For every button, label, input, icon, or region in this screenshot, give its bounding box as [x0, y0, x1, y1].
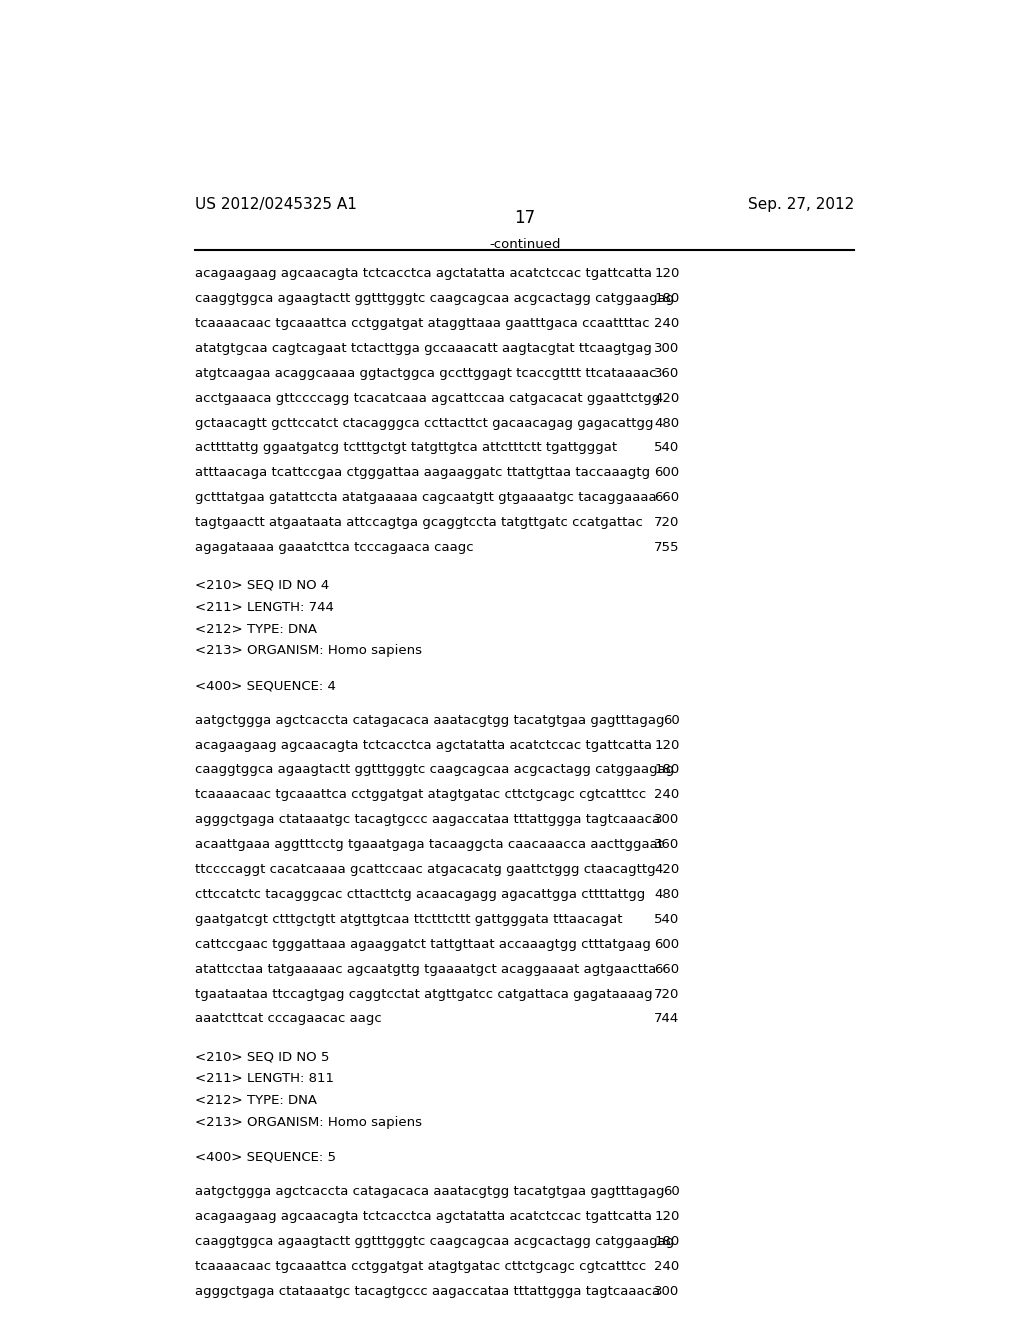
- Text: 660: 660: [654, 962, 680, 975]
- Text: -continued: -continued: [489, 238, 560, 251]
- Text: 240: 240: [654, 1259, 680, 1272]
- Text: caaggtggca agaagtactt ggtttgggtc caagcagcaa acgcactagg catggaagag: caaggtggca agaagtactt ggtttgggtc caagcag…: [196, 763, 675, 776]
- Text: cattccgaac tgggattaaa agaaggatct tattgttaat accaaagtgg ctttatgaag: cattccgaac tgggattaaa agaaggatct tattgtt…: [196, 937, 651, 950]
- Text: 300: 300: [654, 1284, 680, 1298]
- Text: caaggtggca agaagtactt ggtttgggtc caagcagcaa acgcactagg catggaagag: caaggtggca agaagtactt ggtttgggtc caagcag…: [196, 292, 675, 305]
- Text: <210> SEQ ID NO 4: <210> SEQ ID NO 4: [196, 578, 330, 591]
- Text: tagtgaactt atgaataata attccagtga gcaggtccta tatgttgatc ccatgattac: tagtgaactt atgaataata attccagtga gcaggtc…: [196, 516, 643, 529]
- Text: atattcctaa tatgaaaaac agcaatgttg tgaaaatgct acaggaaaat agtgaactta: atattcctaa tatgaaaaac agcaatgttg tgaaaat…: [196, 962, 656, 975]
- Text: tcaaaacaac tgcaaattca cctggatgat atagtgatac cttctgcagc cgtcatttcc: tcaaaacaac tgcaaattca cctggatgat atagtga…: [196, 788, 647, 801]
- Text: tcaaaacaac tgcaaattca cctggatgat atagtgatac cttctgcagc cgtcatttcc: tcaaaacaac tgcaaattca cctggatgat atagtga…: [196, 1259, 647, 1272]
- Text: aatgctggga agctcaccta catagacaca aaatacgtgg tacatgtgaa gagtttagag: aatgctggga agctcaccta catagacaca aaatacg…: [196, 1185, 665, 1199]
- Text: 60: 60: [663, 714, 680, 726]
- Text: 744: 744: [654, 1012, 680, 1026]
- Text: 420: 420: [654, 392, 680, 405]
- Text: aatgctggga agctcaccta catagacaca aaatacgtgg tacatgtgaa gagtttagag: aatgctggga agctcaccta catagacaca aaatacg…: [196, 714, 665, 726]
- Text: 480: 480: [654, 417, 680, 429]
- Text: <400> SEQUENCE: 4: <400> SEQUENCE: 4: [196, 678, 336, 692]
- Text: agggctgaga ctataaatgc tacagtgccc aagaccataa tttattggga tagtcaaaca: agggctgaga ctataaatgc tacagtgccc aagacca…: [196, 1284, 660, 1298]
- Text: acaattgaaa aggtttcctg tgaaatgaga tacaaggcta caacaaacca aacttggaat: acaattgaaa aggtttcctg tgaaatgaga tacaagg…: [196, 838, 664, 851]
- Text: acctgaaaca gttccccagg tcacatcaaa agcattccaa catgacacat ggaattctgg: acctgaaaca gttccccagg tcacatcaaa agcattc…: [196, 392, 660, 405]
- Text: 540: 540: [654, 441, 680, 454]
- Text: aaatcttcat cccagaacac aagc: aaatcttcat cccagaacac aagc: [196, 1012, 382, 1026]
- Text: agggctgaga ctataaatgc tacagtgccc aagaccataa tttattggga tagtcaaaca: agggctgaga ctataaatgc tacagtgccc aagacca…: [196, 813, 660, 826]
- Text: 17: 17: [514, 210, 536, 227]
- Text: cttccatctc tacagggcac cttacttctg acaacagagg agacattgga cttttattgg: cttccatctc tacagggcac cttacttctg acaacag…: [196, 888, 646, 902]
- Text: agagataaaa gaaatcttca tcccagaaca caagc: agagataaaa gaaatcttca tcccagaaca caagc: [196, 541, 474, 554]
- Text: tcaaaacaac tgcaaattca cctggatgat ataggttaaa gaatttgaca ccaattttac: tcaaaacaac tgcaaattca cctggatgat ataggtt…: [196, 317, 650, 330]
- Text: 240: 240: [654, 788, 680, 801]
- Text: <210> SEQ ID NO 5: <210> SEQ ID NO 5: [196, 1051, 330, 1063]
- Text: <212> TYPE: DNA: <212> TYPE: DNA: [196, 623, 317, 635]
- Text: <213> ORGANISM: Homo sapiens: <213> ORGANISM: Homo sapiens: [196, 644, 423, 657]
- Text: atatgtgcaa cagtcagaat tctacttgga gccaaacatt aagtacgtat ttcaagtgag: atatgtgcaa cagtcagaat tctacttgga gccaaac…: [196, 342, 652, 355]
- Text: acagaagaag agcaacagta tctcacctca agctatatta acatctccac tgattcatta: acagaagaag agcaacagta tctcacctca agctata…: [196, 267, 652, 280]
- Text: <212> TYPE: DNA: <212> TYPE: DNA: [196, 1094, 317, 1107]
- Text: 60: 60: [663, 1185, 680, 1199]
- Text: <400> SEQUENCE: 5: <400> SEQUENCE: 5: [196, 1151, 337, 1163]
- Text: 120: 120: [654, 739, 680, 751]
- Text: US 2012/0245325 A1: US 2012/0245325 A1: [196, 197, 357, 213]
- Text: 180: 180: [654, 292, 680, 305]
- Text: atttaacaga tcattccgaa ctgggattaa aagaaggatc ttattgttaa taccaaagtg: atttaacaga tcattccgaa ctgggattaa aagaagg…: [196, 466, 650, 479]
- Text: 720: 720: [654, 987, 680, 1001]
- Text: caaggtggca agaagtactt ggtttgggtc caagcagcaa acgcactagg catggaagag: caaggtggca agaagtactt ggtttgggtc caagcag…: [196, 1236, 675, 1247]
- Text: tgaataataa ttccagtgag caggtcctat atgttgatcc catgattaca gagataaaag: tgaataataa ttccagtgag caggtcctat atgttga…: [196, 987, 653, 1001]
- Text: 660: 660: [654, 491, 680, 504]
- Text: 480: 480: [654, 888, 680, 902]
- Text: ttccccaggt cacatcaaaa gcattccaac atgacacatg gaattctggg ctaacagttg: ttccccaggt cacatcaaaa gcattccaac atgacac…: [196, 863, 656, 876]
- Text: 600: 600: [654, 937, 680, 950]
- Text: gaatgatcgt ctttgctgtt atgttgtcaa ttctttcttt gattgggata tttaacagat: gaatgatcgt ctttgctgtt atgttgtcaa ttctttc…: [196, 913, 623, 925]
- Text: acttttattg ggaatgatcg tctttgctgt tatgttgtca attctttctt tgattgggat: acttttattg ggaatgatcg tctttgctgt tatgttg…: [196, 441, 617, 454]
- Text: <211> LENGTH: 811: <211> LENGTH: 811: [196, 1072, 335, 1085]
- Text: <213> ORGANISM: Homo sapiens: <213> ORGANISM: Homo sapiens: [196, 1115, 423, 1129]
- Text: 420: 420: [654, 863, 680, 876]
- Text: <211> LENGTH: 744: <211> LENGTH: 744: [196, 601, 334, 614]
- Text: 120: 120: [654, 267, 680, 280]
- Text: 755: 755: [654, 541, 680, 554]
- Text: 600: 600: [654, 466, 680, 479]
- Text: 300: 300: [654, 342, 680, 355]
- Text: acagaagaag agcaacagta tctcacctca agctatatta acatctccac tgattcatta: acagaagaag agcaacagta tctcacctca agctata…: [196, 1210, 652, 1222]
- Text: 180: 180: [654, 763, 680, 776]
- Text: 360: 360: [654, 838, 680, 851]
- Text: 720: 720: [654, 516, 680, 529]
- Text: 120: 120: [654, 1210, 680, 1222]
- Text: 540: 540: [654, 913, 680, 925]
- Text: Sep. 27, 2012: Sep. 27, 2012: [748, 197, 854, 213]
- Text: 240: 240: [654, 317, 680, 330]
- Text: 300: 300: [654, 813, 680, 826]
- Text: 180: 180: [654, 1236, 680, 1247]
- Text: acagaagaag agcaacagta tctcacctca agctatatta acatctccac tgattcatta: acagaagaag agcaacagta tctcacctca agctata…: [196, 739, 652, 751]
- Text: gctaacagtt gcttccatct ctacagggca ccttacttct gacaacagag gagacattgg: gctaacagtt gcttccatct ctacagggca ccttact…: [196, 417, 654, 429]
- Text: atgtcaagaa acaggcaaaa ggtactggca gccttggagt tcaccgtttt ttcataaaac: atgtcaagaa acaggcaaaa ggtactggca gccttgg…: [196, 367, 657, 380]
- Text: 360: 360: [654, 367, 680, 380]
- Text: gctttatgaa gatattccta atatgaaaaa cagcaatgtt gtgaaaatgc tacaggaaaa: gctttatgaa gatattccta atatgaaaaa cagcaat…: [196, 491, 657, 504]
